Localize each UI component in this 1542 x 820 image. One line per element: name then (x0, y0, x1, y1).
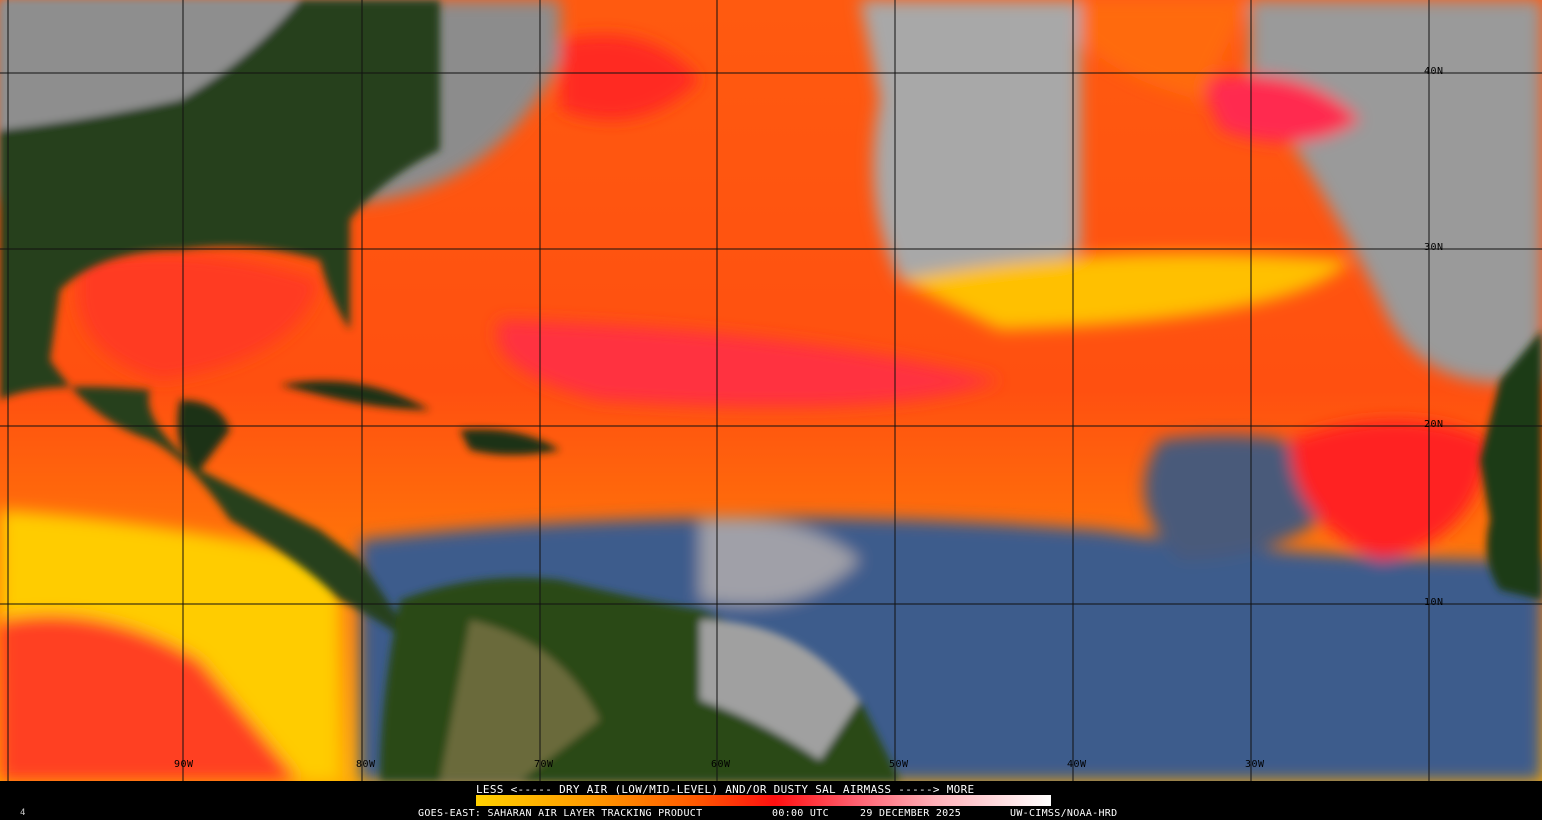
longitude-label-50w: 50W (889, 759, 909, 770)
longitude-label-70w: 70W (534, 759, 554, 770)
date-label: 29 DECEMBER 2025 (860, 808, 962, 819)
legend-title: LESS <----- DRY AIR (LOW/MID-LEVEL) AND/… (476, 783, 975, 796)
longitude-label-80w: 80W (356, 759, 376, 770)
latitude-label-40n: 40N (1424, 66, 1444, 77)
land-africa (1480, 330, 1542, 600)
land-hispaniola (460, 429, 560, 455)
graticule (0, 0, 1542, 781)
land-cuba (280, 380, 430, 410)
latitude-label-20n: 20N (1424, 419, 1444, 430)
land-north-america (0, 0, 440, 650)
longitude-label-90w: 90W (174, 759, 194, 770)
credit-label: UW-CIMSS/NOAA-HRD (1010, 808, 1118, 819)
legend-color-bar (476, 795, 1051, 806)
satellite-map (0, 0, 1542, 781)
time-label: 00:00 UTC (772, 808, 829, 819)
latitude-label-30n: 30N (1424, 242, 1444, 253)
longitude-label-60w: 60W (711, 759, 731, 770)
latitude-label-10n: 10N (1424, 597, 1444, 608)
corner-mark: 4 (20, 808, 26, 818)
product-name: GOES-EAST: SAHARAN AIR LAYER TRACKING PR… (418, 808, 703, 819)
cloud-region-storm (860, 0, 1080, 286)
longitude-label-30w: 30W (1245, 759, 1265, 770)
longitude-label-40w: 40W (1067, 759, 1087, 770)
